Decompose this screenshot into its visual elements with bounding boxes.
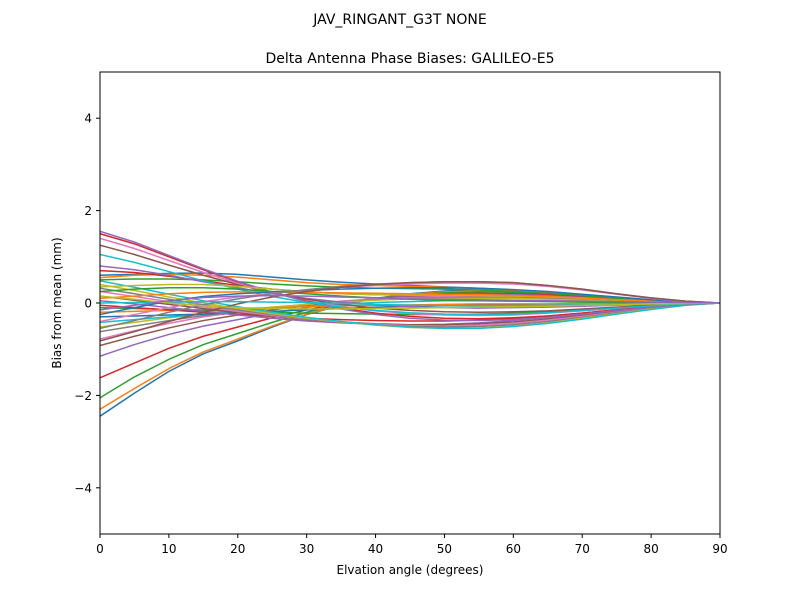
- y-tick-label: 2: [84, 204, 92, 218]
- series-line-19: [100, 280, 720, 330]
- y-tick-label: 0: [84, 297, 92, 311]
- chart-suptitle: JAV_RINGANT_G3T NONE: [312, 12, 487, 28]
- y-axis-label: Bias from mean (mm): [50, 237, 64, 368]
- y-tick-label: −4: [74, 481, 92, 495]
- series-line-36: [100, 281, 720, 342]
- x-tick-label: 10: [161, 542, 176, 556]
- y-axis: −4 −2 0 2 4: [74, 112, 100, 495]
- y-tick-label: −2: [74, 389, 92, 403]
- x-tick-label: 70: [575, 542, 590, 556]
- series-line-32: [100, 291, 720, 304]
- x-tick-label: 40: [368, 542, 383, 556]
- x-tick-label: 60: [506, 542, 521, 556]
- series-line-39: [100, 294, 720, 311]
- x-tick-label: 90: [712, 542, 727, 556]
- x-tick-label: 20: [230, 542, 245, 556]
- x-tick-label: 50: [437, 542, 452, 556]
- series-line-25: [100, 244, 720, 313]
- x-tick-label: 80: [643, 542, 658, 556]
- series-line-33: [100, 287, 720, 316]
- series-line-22: [100, 278, 720, 304]
- x-tick-label: 30: [299, 542, 314, 556]
- series-line-29: [100, 253, 720, 316]
- x-tick-label: 0: [96, 542, 104, 556]
- chart-title: Delta Antenna Phase Biases: GALILEO-E5: [265, 51, 554, 67]
- x-axis: 0 10 20 30 40 50 60 70 80 90: [96, 534, 728, 556]
- x-axis-label: Elvation angle (degrees): [337, 563, 484, 577]
- y-tick-label: 4: [84, 112, 92, 126]
- series-line-15: [100, 295, 720, 326]
- series-layer: [100, 230, 720, 417]
- series-line-28: [100, 230, 720, 322]
- series-line-38: [100, 295, 720, 310]
